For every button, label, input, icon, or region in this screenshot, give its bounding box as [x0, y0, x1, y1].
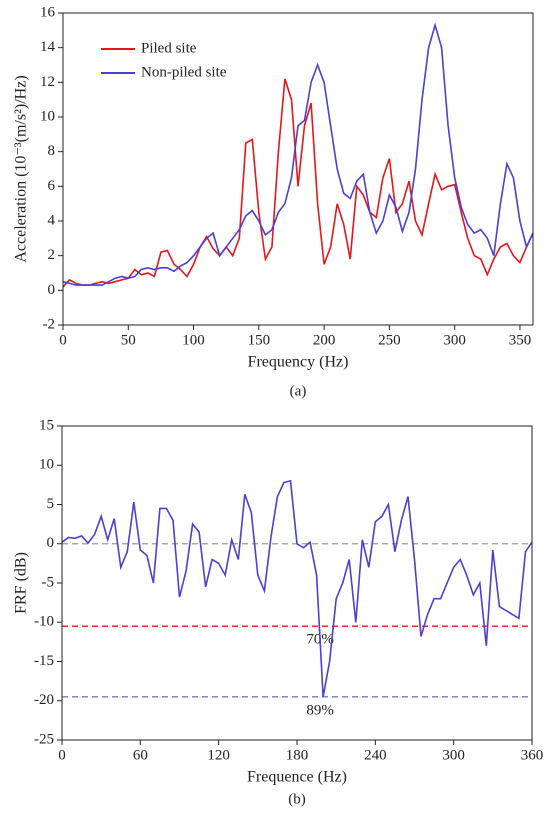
x-tick-label: 250 — [378, 332, 401, 348]
y-tick-label: 6 — [48, 178, 56, 194]
y-tick-label: -5 — [42, 574, 55, 590]
y-tick-label: 5 — [47, 496, 55, 512]
x-tick-label: 150 — [248, 332, 271, 348]
y-tick-label: 15 — [39, 417, 54, 433]
y-tick-label: 2 — [48, 247, 56, 263]
caption: (b) — [288, 791, 306, 807]
plot-frame — [62, 12, 534, 326]
legend-label: Non-piled site — [141, 64, 227, 80]
x-tick-label: 360 — [521, 747, 544, 763]
y-axis-label: Acceleration (10⁻³(m/s²)/Hz) — [13, 75, 30, 262]
x-tick-label: 120 — [207, 747, 230, 763]
series-line — [61, 479, 533, 697]
x-tick-label: 200 — [313, 332, 336, 348]
x-tick-label: 60 — [133, 747, 148, 763]
x-axis-label: Frequency (Hz) — [248, 354, 349, 371]
series-line — [62, 22, 534, 286]
y-tick-label: 10 — [40, 108, 55, 124]
y-tick-label: -20 — [34, 692, 54, 708]
y-tick-label: 4 — [48, 212, 56, 228]
y-tick-label: 0 — [47, 535, 55, 551]
x-tick-label: 240 — [364, 747, 387, 763]
x-axis-label: Frequence (Hz) — [247, 769, 347, 786]
legend-label: Piled site — [141, 40, 197, 56]
y-tick-label: 12 — [40, 74, 55, 90]
x-tick-label: 50 — [121, 332, 136, 348]
y-tick-label: -25 — [34, 731, 54, 747]
y-tick-label: -10 — [34, 614, 54, 630]
x-tick-label: 180 — [286, 747, 309, 763]
series-line — [62, 78, 534, 288]
x-tick-label: 300 — [443, 332, 466, 348]
x-tick-label: 0 — [59, 332, 67, 348]
x-tick-label: 350 — [509, 332, 532, 348]
y-axis-label: FRF (dB) — [13, 552, 30, 614]
y-tick-label: 10 — [39, 457, 54, 473]
reference-label: 89% — [306, 702, 334, 718]
y-tick-label: 8 — [48, 143, 56, 159]
y-tick-label: 0 — [48, 282, 56, 298]
y-tick-label: 16 — [40, 4, 56, 20]
y-tick-label: -15 — [34, 653, 54, 669]
caption: (a) — [290, 383, 307, 399]
x-tick-label: 0 — [58, 747, 66, 763]
x-tick-label: 100 — [182, 332, 205, 348]
plot-frame — [61, 425, 533, 741]
y-tick-label: 14 — [40, 39, 56, 55]
x-tick-label: 300 — [442, 747, 465, 763]
y-tick-label: -2 — [43, 316, 56, 332]
